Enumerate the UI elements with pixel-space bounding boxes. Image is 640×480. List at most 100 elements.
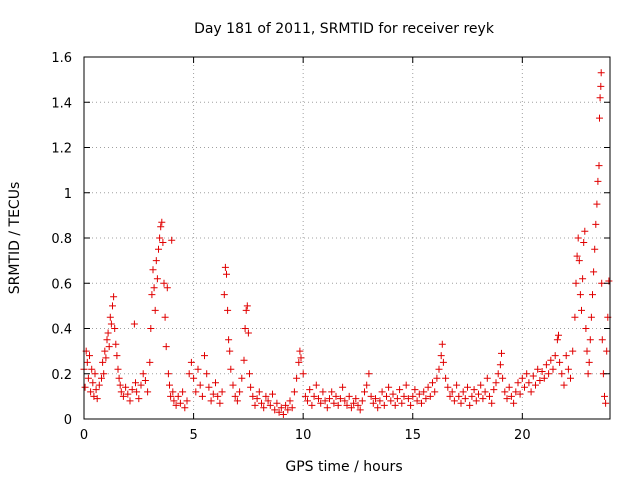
data-point bbox=[555, 331, 562, 339]
data-point bbox=[569, 347, 577, 355]
data-point bbox=[507, 392, 515, 400]
data-point bbox=[84, 374, 92, 382]
data-point bbox=[221, 263, 229, 271]
data-point bbox=[503, 395, 511, 403]
y-tick-label: 0.2 bbox=[51, 368, 72, 383]
data-point bbox=[269, 390, 276, 398]
data-point bbox=[534, 365, 542, 373]
data-point bbox=[426, 392, 434, 400]
y-axis-title: SRMTID / TECUs bbox=[7, 182, 23, 295]
data-point bbox=[207, 397, 215, 405]
data-point bbox=[301, 392, 309, 400]
data-point bbox=[596, 94, 604, 102]
data-point bbox=[238, 374, 246, 382]
y-tick-label: 1.6 bbox=[51, 51, 72, 66]
data-point bbox=[112, 340, 120, 348]
data-point bbox=[431, 388, 439, 396]
data-point bbox=[264, 397, 272, 405]
data-point bbox=[585, 358, 593, 366]
data-point bbox=[556, 358, 564, 366]
data-point bbox=[459, 388, 467, 396]
data-point bbox=[378, 388, 386, 396]
data-point bbox=[205, 383, 213, 391]
data-point bbox=[113, 352, 121, 360]
data-point bbox=[590, 268, 598, 276]
data-point bbox=[296, 347, 304, 355]
data-point bbox=[527, 388, 535, 396]
data-point bbox=[99, 358, 107, 366]
data-point bbox=[389, 390, 397, 398]
data-point bbox=[442, 374, 450, 382]
data-point bbox=[547, 356, 555, 364]
data-point bbox=[387, 397, 395, 405]
data-point bbox=[532, 381, 539, 389]
data-point bbox=[150, 284, 158, 292]
data-point bbox=[341, 397, 349, 405]
data-point bbox=[92, 386, 100, 394]
data-point bbox=[367, 392, 375, 400]
data-point bbox=[255, 388, 263, 396]
y-tick-label: 0 bbox=[64, 413, 72, 428]
data-point bbox=[225, 336, 233, 344]
data-point bbox=[137, 381, 145, 389]
data-point bbox=[119, 392, 127, 400]
data-point bbox=[297, 354, 305, 362]
data-point bbox=[466, 401, 474, 409]
data-point bbox=[100, 370, 108, 378]
data-point bbox=[258, 399, 265, 407]
data-point bbox=[328, 388, 336, 396]
data-point bbox=[521, 383, 528, 391]
data-point bbox=[133, 388, 141, 396]
data-point bbox=[510, 399, 518, 407]
data-point bbox=[542, 361, 550, 369]
data-point bbox=[111, 325, 119, 332]
data-point bbox=[109, 302, 116, 310]
data-point bbox=[453, 381, 461, 389]
data-point bbox=[402, 381, 410, 389]
data-point bbox=[209, 390, 217, 398]
data-point bbox=[518, 374, 526, 382]
data-point bbox=[564, 365, 572, 373]
data-point bbox=[594, 177, 602, 185]
data-point bbox=[512, 388, 520, 396]
data-point bbox=[135, 395, 143, 403]
data-point bbox=[201, 352, 208, 360]
data-point bbox=[420, 388, 428, 396]
data-point bbox=[114, 365, 122, 373]
data-point bbox=[540, 374, 548, 382]
data-point bbox=[152, 257, 160, 265]
data-point bbox=[185, 370, 193, 378]
data-point bbox=[110, 293, 118, 301]
data-point bbox=[169, 388, 177, 396]
data-point bbox=[321, 397, 329, 405]
data-point bbox=[575, 257, 583, 265]
data-point bbox=[141, 377, 149, 384]
data-point bbox=[220, 291, 228, 299]
data-point bbox=[86, 352, 93, 360]
data-point bbox=[592, 220, 600, 228]
data-point bbox=[339, 383, 347, 391]
data-point bbox=[424, 383, 432, 391]
data-point bbox=[581, 227, 589, 235]
data-point bbox=[455, 392, 463, 400]
data-point bbox=[148, 291, 156, 299]
grid bbox=[84, 57, 610, 419]
data-point bbox=[122, 383, 130, 391]
data-point bbox=[88, 365, 96, 373]
data-point bbox=[194, 365, 202, 373]
data-point bbox=[196, 381, 204, 389]
data-point bbox=[391, 401, 399, 409]
data-point bbox=[589, 291, 596, 299]
data-point bbox=[83, 358, 91, 366]
data-point bbox=[271, 406, 279, 414]
data-points bbox=[80, 69, 613, 418]
data-point bbox=[573, 252, 581, 260]
data-point bbox=[461, 395, 469, 403]
data-point bbox=[560, 381, 568, 389]
data-point bbox=[583, 347, 591, 355]
data-point bbox=[260, 404, 268, 412]
data-point bbox=[433, 374, 441, 382]
data-point bbox=[572, 279, 580, 287]
data-point bbox=[496, 361, 504, 369]
data-point bbox=[102, 354, 110, 362]
